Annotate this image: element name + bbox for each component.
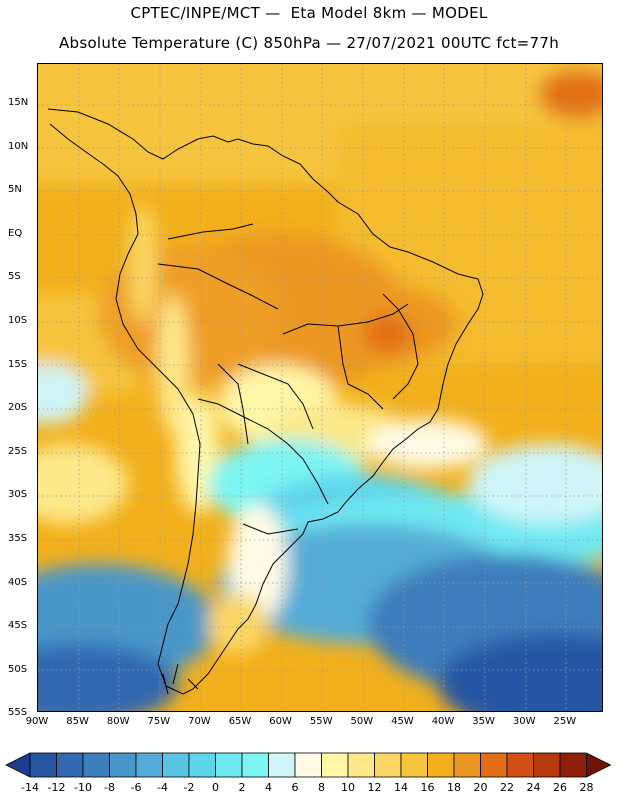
graticule bbox=[38, 64, 602, 711]
colorbar-swatch bbox=[294, 752, 322, 778]
colorbar-tick-label: 24 bbox=[526, 781, 541, 794]
lon-label: 80W bbox=[106, 716, 130, 727]
colorbar-swatch bbox=[188, 752, 216, 778]
lat-label: 5S bbox=[8, 271, 21, 283]
lon-label: 65W bbox=[228, 716, 252, 727]
lat-label: 5N bbox=[8, 184, 22, 196]
colorbar-swatch bbox=[215, 752, 243, 778]
lon-label: 90W bbox=[25, 716, 49, 727]
lon-label: 40W bbox=[431, 716, 455, 727]
lat-label: 35S bbox=[8, 533, 28, 544]
colorbar-tick-label: 2 bbox=[238, 781, 246, 794]
lon-label: 30W bbox=[512, 716, 536, 727]
colorbar-swatch bbox=[241, 752, 269, 778]
colorbar-swatch bbox=[374, 752, 402, 778]
colorbar-tick-label: 8 bbox=[318, 781, 325, 794]
colorbar-swatch bbox=[162, 752, 190, 778]
lat-label: 45S bbox=[8, 620, 28, 632]
colorbar-tick-label: -8 bbox=[104, 781, 115, 794]
lon-label: 35W bbox=[472, 716, 495, 727]
lon-label: 55W bbox=[309, 716, 333, 727]
colorbar-tick-label: 0 bbox=[212, 781, 219, 794]
colorbar-tick-label: -2 bbox=[183, 781, 195, 794]
lon-label: 45W bbox=[391, 716, 414, 727]
colorbar-tick-label: 18 bbox=[447, 781, 461, 794]
lat-label: EQ bbox=[8, 227, 23, 239]
colorbar-tick-label: 20 bbox=[473, 781, 488, 794]
colorbar-swatch bbox=[347, 752, 375, 778]
lat-label: 10N bbox=[8, 140, 29, 152]
colorbar-tick-label: -12 bbox=[47, 781, 66, 794]
lat-label: 10S bbox=[8, 315, 28, 326]
lat-label: 50S bbox=[8, 663, 28, 675]
colorbar-max-arrow bbox=[586, 752, 612, 778]
colorbar-swatch bbox=[533, 752, 561, 778]
colorbar-tick-label: -4 bbox=[157, 781, 168, 794]
lon-label: 70W bbox=[188, 716, 211, 727]
colorbar-swatch bbox=[506, 752, 534, 778]
lon-label: 25W bbox=[553, 716, 577, 727]
colorbar-tick-label: 22 bbox=[500, 781, 514, 794]
colorbar bbox=[5, 752, 612, 778]
map-svg bbox=[38, 64, 602, 711]
colorbar-tick-label: 10 bbox=[341, 781, 355, 794]
title-line-2: Absolute Temperature (C) 850hPa — 27/07/… bbox=[58, 34, 560, 52]
temperature-map bbox=[37, 63, 603, 712]
colorbar-tick-label: 28 bbox=[579, 781, 594, 794]
lat-label: 40S bbox=[8, 576, 28, 588]
colorbar-swatch bbox=[559, 752, 587, 778]
lat-label: 55S bbox=[8, 707, 28, 719]
colorbar-min-arrow bbox=[5, 752, 31, 778]
lat-label: 25S bbox=[8, 445, 28, 457]
colorbar-tick-label: -14 bbox=[21, 781, 39, 794]
colorbar-tick-label: 4 bbox=[265, 781, 272, 794]
colorbar-swatch bbox=[29, 752, 57, 778]
colorbar-swatch bbox=[453, 752, 481, 778]
colorbar-swatch bbox=[109, 752, 137, 778]
colorbar-swatch bbox=[427, 752, 455, 778]
lon-label: 85W bbox=[66, 716, 89, 727]
colorbar-swatch bbox=[135, 752, 163, 778]
colorbar-swatch bbox=[400, 752, 428, 778]
colorbar-tick-label: 16 bbox=[420, 781, 435, 794]
colorbar-tick-label: -6 bbox=[130, 781, 142, 794]
lon-label: 60W bbox=[269, 716, 292, 727]
colorbar-tick-label: 26 bbox=[553, 781, 567, 794]
colorbar-tick-label: -10 bbox=[74, 781, 92, 794]
title-line-1: CPTEC/INPE/MCT — Eta Model 8km — MODEL bbox=[130, 4, 488, 22]
lat-label: 20S bbox=[8, 402, 28, 414]
lat-label: 15S bbox=[8, 358, 28, 370]
lat-label: 15N bbox=[8, 97, 29, 108]
coastlines bbox=[47, 108, 484, 695]
colorbar-swatch bbox=[480, 752, 508, 778]
colorbar-tick-label: 12 bbox=[367, 781, 382, 794]
colorbar-tick-label: 6 bbox=[291, 781, 299, 794]
colorbar-swatch bbox=[56, 752, 84, 778]
colorbar-swatch bbox=[321, 752, 349, 778]
colorbar-swatch bbox=[82, 752, 110, 778]
colorbar-tick-label: 14 bbox=[394, 781, 408, 794]
lon-label: 50W bbox=[350, 716, 374, 727]
colorbar-swatch bbox=[268, 752, 296, 778]
lat-label: 30S bbox=[8, 489, 28, 501]
lon-label: 75W bbox=[147, 716, 171, 727]
